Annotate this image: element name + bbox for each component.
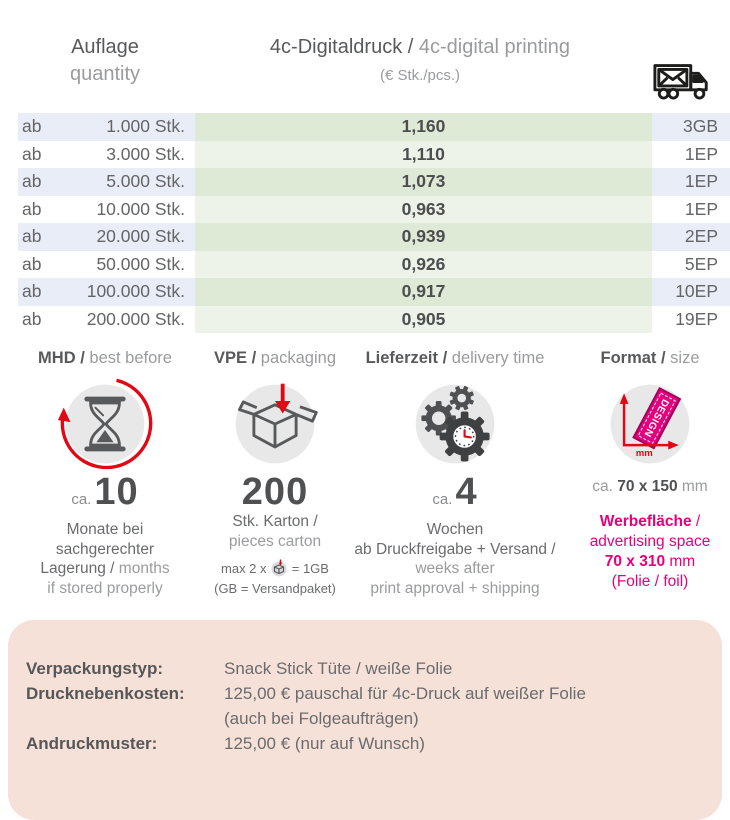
qty-value: 10.000 Stk.	[96, 198, 185, 219]
table-row: ab 50.000 Stk. 0,926 5EP	[0, 250, 730, 278]
shipping-cell: 19EP	[652, 305, 730, 333]
qty-prefix: ab	[22, 198, 42, 219]
price-table: ab 1.000 Stk. 1,160 3GB ab 3.000 Stk. 1,11…	[0, 113, 730, 333]
product-info-section: MHD / best before ca. 10 Monate bei sachg…	[0, 348, 730, 598]
shipping-cell: 2EP	[652, 223, 730, 251]
footer-row: Drucknebenkosten: 125,00 € pauschal für …	[26, 681, 722, 706]
table-row: ab 200.000 Stk. 0,905 19EP	[0, 305, 730, 333]
packaging-details-box: Verpackungstyp: Snack Stick Tüte / weiße…	[8, 620, 722, 820]
mhd-text: Monate bei sachgerechter Lagerung / mont…	[40, 521, 170, 597]
format-title: Format / size	[600, 349, 700, 367]
carton-box-icon	[227, 376, 323, 472]
footer-value: 125,00 € (nur auf Wunsch)	[224, 734, 425, 753]
footer-value: (auch bei Folgeaufträgen)	[224, 709, 419, 728]
footer-row: Andruckmuster: 125,00 € (nur auf Wunsch)	[26, 731, 722, 756]
delivery-text: Wochen ab Druckfreigabe + Versand / week…	[354, 521, 556, 597]
delivery-title: Lieferzeit / delivery time	[365, 349, 545, 367]
hourglass-icon	[57, 376, 153, 472]
quantity-column-header: Auflage quantity	[30, 34, 180, 88]
mm-axis-label: mm	[636, 448, 653, 459]
footer-label: Verpackungstyp:	[26, 659, 163, 678]
mhd-column: MHD / best before ca. 10 Monate bei sachg…	[0, 348, 210, 598]
footer-label: Andruckmuster:	[26, 734, 158, 753]
delivery-truck-icon	[652, 60, 714, 111]
qty-prefix: ab	[22, 226, 42, 247]
qty-value: 3.000 Stk.	[106, 143, 185, 164]
qty-value: 200.000 Stk.	[86, 308, 185, 329]
qty-value: 5.000 Stk.	[106, 171, 185, 192]
qty-value: 100.000 Stk.	[86, 281, 185, 302]
vpe-number: 200	[241, 471, 309, 513]
qty-value: 20.000 Stk.	[96, 226, 185, 247]
qty-prefix: ab	[22, 308, 42, 329]
footer-label	[26, 706, 224, 731]
price-cell: 0,939	[195, 223, 652, 251]
shipping-cell: 1EP	[652, 195, 730, 223]
advertising-space-block: Werbefläche / advertising space 70 x 310…	[589, 513, 711, 590]
vpe-text: Stk. Karton / pieces carton	[228, 513, 322, 550]
mini-box-icon	[270, 559, 288, 581]
price-cell: 0,963	[195, 195, 652, 223]
mhd-title: MHD / best before	[38, 349, 172, 367]
qty-prefix: ab	[22, 171, 42, 192]
shipping-cell: 3GB	[652, 113, 730, 141]
qty-prefix: ab	[22, 116, 42, 137]
vpe-note: max 2 x = 1GB (GB = Versandpaket)	[214, 559, 336, 596]
product-column-header: 4c-Digitaldruck / 4c-digital printing (€…	[200, 34, 640, 86]
gears-clock-icon	[407, 376, 503, 472]
price-unit-label: (€ Stk./pcs.)	[379, 67, 461, 84]
product-title: 4c-Digitaldruck / 4c-digital printing	[269, 36, 571, 58]
shipping-cell: 1EP	[652, 168, 730, 196]
delivery-time-column: Lieferzeit / delivery time	[340, 348, 570, 598]
price-cell: 0,917	[195, 278, 652, 306]
footer-value: 125,00 € pauschal für 4c-Druck auf weiße…	[224, 684, 586, 703]
qty-value: 1.000 Stk.	[106, 116, 185, 137]
delivery-number: ca. 4	[432, 471, 478, 513]
table-row: ab 100.000 Stk. 0,917 10EP	[0, 278, 730, 306]
price-cell: 1,073	[195, 168, 652, 196]
price-cell: 0,905	[195, 305, 652, 333]
shipping-cell: 5EP	[652, 250, 730, 278]
qty-prefix: ab	[22, 253, 42, 274]
vpe-title: VPE / packaging	[213, 349, 336, 367]
footer-row: (auch bei Folgeaufträgen)	[26, 706, 722, 731]
qty-value: 50.000 Stk.	[96, 253, 185, 274]
vpe-column: VPE / packaging 200 Stk. Karton /	[210, 348, 340, 598]
mhd-number: ca. 10	[71, 471, 139, 513]
price-cell: 1,110	[195, 140, 652, 168]
footer-row: Verpackungstyp: Snack Stick Tüte / weiße…	[26, 656, 722, 681]
table-row: ab 1.000 Stk. 1,160 3GB	[0, 113, 730, 141]
price-cell: 0,926	[195, 250, 652, 278]
footer-label: Drucknebenkosten:	[26, 684, 185, 703]
format-size-icon: DESIGN mm	[602, 376, 698, 472]
table-row: ab 5.000 Stk. 1,073 1EP	[0, 168, 730, 196]
format-column: Format / size DESIGN mm ca. 70 x 150 mm …	[570, 348, 730, 598]
qty-prefix: ab	[22, 281, 42, 302]
shipping-cell: 10EP	[652, 278, 730, 306]
quantity-header-en: quantity	[69, 63, 141, 85]
table-row: ab 20.000 Stk. 0,939 2EP	[0, 223, 730, 251]
shipping-cell: 1EP	[652, 140, 730, 168]
table-row: ab 3.000 Stk. 1,110 1EP	[0, 140, 730, 168]
quantity-header-de: Auflage	[71, 36, 139, 58]
footer-value: Snack Stick Tüte / weiße Folie	[224, 659, 453, 678]
table-row: ab 10.000 Stk. 0,963 1EP	[0, 195, 730, 223]
format-size-value: ca. 70 x 150 mm	[592, 478, 708, 495]
qty-prefix: ab	[22, 143, 42, 164]
price-cell: 1,160	[195, 113, 652, 141]
